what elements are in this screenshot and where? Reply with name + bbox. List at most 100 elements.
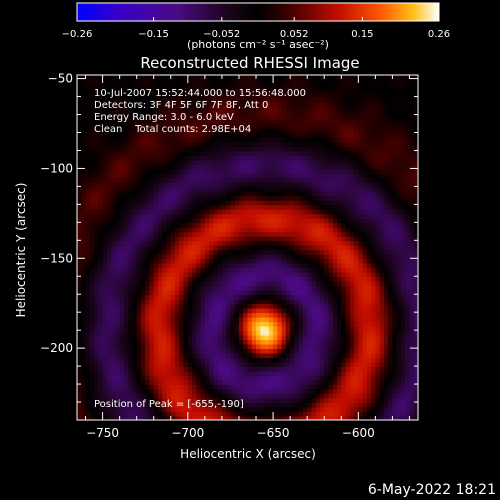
heatmap-cell: [179, 254, 185, 260]
heatmap-cell: [204, 155, 210, 161]
heatmap-cell: [98, 349, 104, 355]
heatmap-cell: [354, 101, 359, 108]
heatmap-cell: [264, 223, 270, 229]
heatmap-cell: [119, 160, 125, 166]
heatmap-cell: [388, 191, 394, 197]
heatmap-cell: [102, 272, 108, 278]
heatmap-cell: [183, 182, 189, 188]
heatmap-cell: [234, 218, 240, 224]
heatmap-cell: [136, 155, 142, 161]
heatmap-cell: [290, 196, 295, 202]
heatmap-cell: [149, 106, 155, 112]
heatmap-cell: [298, 88, 304, 94]
heatmap-cell: [264, 331, 270, 337]
heatmap-cell: [400, 272, 406, 278]
heatmap-cell: [388, 232, 394, 238]
heatmap-cell: [115, 200, 121, 206]
heatmap-cell: [226, 277, 232, 283]
heatmap-cell: [192, 110, 197, 117]
heatmap-cell: [341, 313, 347, 319]
heatmap-cell: [166, 79, 172, 85]
heatmap-cell: [94, 133, 99, 139]
heatmap-cell: [157, 263, 163, 269]
heatmap-cell: [337, 308, 342, 314]
heatmap-cell: [102, 187, 108, 193]
heatmap-cell: [157, 277, 163, 283]
heatmap-cell: [298, 106, 304, 112]
heatmap-cell: [311, 75, 317, 81]
heatmap-cell: [234, 124, 240, 130]
heatmap-cell: [98, 92, 104, 99]
heatmap-cell: [102, 106, 108, 112]
heatmap-cell: [371, 227, 376, 233]
heatmap-cell: [409, 263, 415, 269]
heatmap-cell: [153, 344, 159, 350]
heatmap-cell: [166, 178, 172, 184]
heatmap-cell: [136, 151, 142, 157]
heatmap-cell: [345, 169, 351, 175]
heatmap-cell: [162, 92, 168, 99]
heatmap-cell: [388, 245, 394, 251]
heatmap-cell: [153, 245, 159, 251]
heatmap-cell: [354, 290, 359, 296]
heatmap-cell: [166, 335, 172, 341]
heatmap-cell: [204, 97, 210, 103]
heatmap-cell: [358, 272, 364, 278]
heatmap-cell: [128, 151, 134, 157]
heatmap-cell: [294, 326, 300, 332]
heatmap-cell: [392, 187, 398, 193]
heatmap-cell: [170, 254, 176, 260]
heatmap-cell: [345, 182, 351, 188]
heatmap-cell: [145, 286, 151, 292]
heatmap-cell: [413, 182, 418, 188]
heatmap-cell: [157, 349, 163, 355]
heatmap-cell: [200, 137, 206, 143]
heatmap-cell: [358, 259, 364, 265]
heatmap-cell: [196, 124, 202, 130]
heatmap-cell: [392, 259, 398, 265]
heatmap-cell: [170, 83, 176, 90]
heatmap-cell: [187, 187, 193, 193]
heatmap-cell: [123, 169, 129, 175]
heatmap-cell: [281, 236, 287, 242]
heatmap-cell: [405, 259, 411, 265]
heatmap-cell: [192, 182, 197, 188]
heatmap-cell: [247, 290, 253, 296]
heatmap-cell: [209, 209, 214, 215]
heatmap-cell: [115, 227, 121, 233]
heatmap-cell: [302, 268, 308, 274]
heatmap-cell: [260, 335, 266, 341]
heatmap-cell: [260, 331, 266, 337]
heatmap-cell: [140, 178, 146, 184]
heatmap-cell: [247, 191, 253, 197]
heatmap-cell: [311, 299, 317, 305]
heatmap-cell: [128, 79, 134, 85]
heatmap-cell: [175, 268, 180, 274]
heatmap-cell: [315, 75, 321, 81]
heatmap-cell: [349, 187, 355, 193]
heatmap-cell: [341, 272, 347, 278]
heatmap-cell: [247, 182, 253, 188]
heatmap-cell: [81, 92, 87, 99]
heatmap-cell: [345, 268, 351, 274]
heatmap-cell: [371, 151, 376, 157]
heatmap-cell: [153, 223, 159, 229]
heatmap-cell: [345, 178, 351, 184]
heatmap-cell: [341, 241, 347, 247]
heatmap-cell: [337, 286, 342, 292]
heatmap-cell: [85, 83, 91, 90]
heatmap-cell: [226, 137, 232, 143]
heatmap-cell: [136, 146, 142, 152]
heatmap-cell: [362, 331, 368, 337]
heatmap-cell: [170, 317, 176, 323]
heatmap-cell: [111, 124, 116, 130]
heatmap-cell: [260, 263, 266, 269]
heatmap-cell: [170, 142, 176, 148]
heatmap-cell: [140, 326, 146, 332]
heatmap-cell: [230, 79, 236, 85]
heatmap-cell: [354, 146, 359, 152]
heatmap-cell: [298, 205, 304, 211]
heatmap-cell: [106, 272, 112, 278]
heatmap-cell: [264, 272, 270, 278]
heatmap-cell: [366, 299, 372, 305]
